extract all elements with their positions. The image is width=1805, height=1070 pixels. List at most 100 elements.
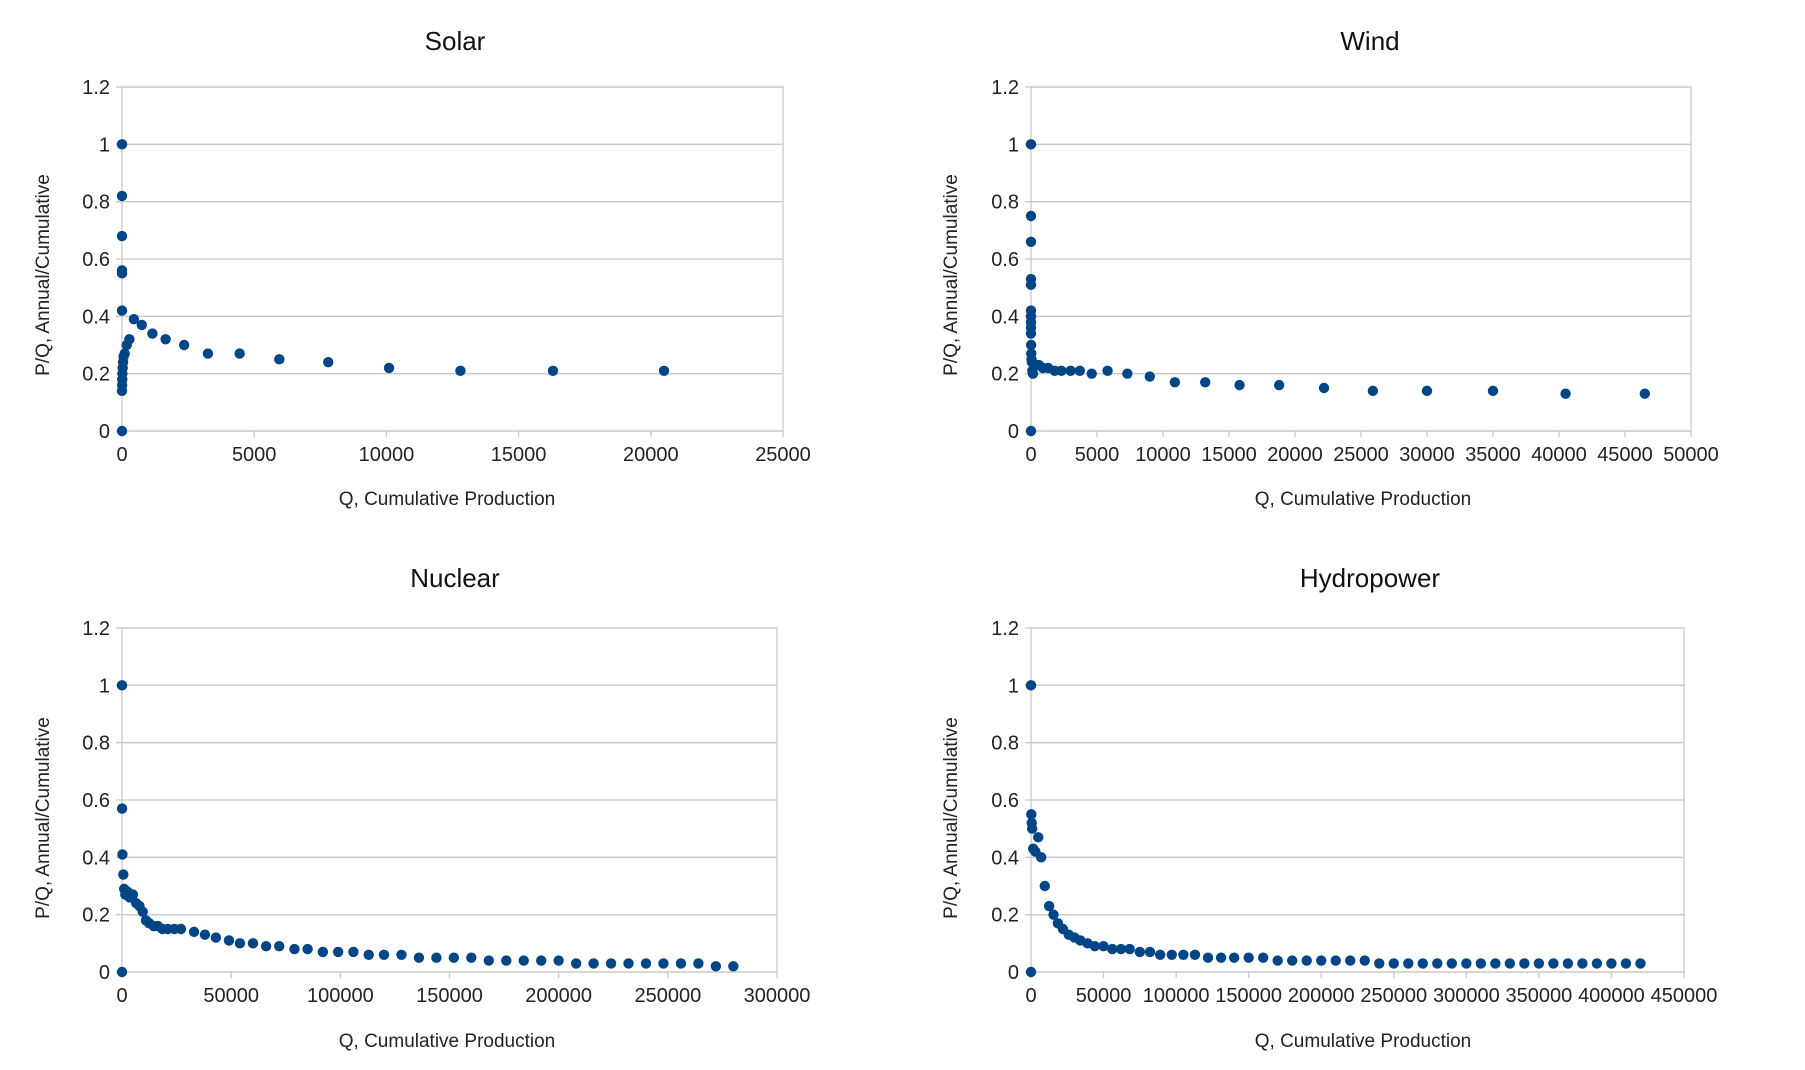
y-tick-label: 1.2 — [991, 77, 1019, 99]
x-tick-label: 450000 — [1651, 985, 1718, 1007]
data-point — [1025, 966, 1037, 978]
data-point — [1403, 958, 1414, 969]
data-point — [1033, 832, 1044, 843]
x-tick-label: 100000 — [307, 985, 374, 1007]
y-tick-label: 1.2 — [991, 618, 1019, 640]
hydropower-chart-panel: Hydropower 0 0.2 0.4 0.6 0.8 1 1.2 0 50000 100000… — [905, 535, 1805, 1070]
data-point — [363, 949, 374, 960]
data-point — [1562, 958, 1574, 969]
x-axis-label: Q, Cumulative Production — [339, 1031, 556, 1052]
data-points — [116, 680, 739, 978]
x-tick-label: 50000 — [1076, 985, 1132, 1007]
x-tick-label: 15000 — [491, 444, 547, 466]
data-point — [234, 938, 246, 949]
x-axis-label: Q, Cumulative Production — [1255, 489, 1472, 510]
data-point — [136, 319, 148, 331]
data-point — [188, 926, 200, 938]
data-point — [116, 966, 128, 978]
data-point — [1056, 365, 1067, 376]
y-tick-label: 0.8 — [82, 733, 110, 755]
data-point — [623, 958, 634, 969]
data-point — [1025, 279, 1037, 290]
x-axis-label: Q, Cumulative Production — [1255, 1031, 1472, 1052]
data-point — [223, 935, 235, 946]
x-tick-label: 20000 — [1267, 444, 1323, 466]
x-tick-label: 0 — [116, 985, 127, 1007]
x-tick-label: 0 — [116, 444, 127, 466]
data-point — [553, 955, 564, 966]
data-point — [117, 849, 128, 860]
data-point — [116, 139, 128, 150]
data-point — [1144, 946, 1156, 958]
y-tick-label: 0 — [1008, 421, 1019, 443]
data-point — [1421, 385, 1433, 397]
data-point — [675, 958, 687, 969]
data-point — [1025, 339, 1037, 351]
data-point — [1086, 368, 1097, 379]
plot-area — [121, 86, 784, 432]
data-point — [570, 958, 582, 969]
data-point — [1025, 425, 1037, 437]
data-point — [1026, 809, 1037, 820]
y-tick-label: 0.2 — [82, 364, 110, 386]
data-point — [137, 906, 148, 917]
data-point — [1345, 955, 1356, 966]
data-point — [396, 949, 407, 960]
x-tick-label: 150000 — [416, 985, 483, 1007]
data-point — [1098, 941, 1109, 952]
data-point — [127, 889, 139, 900]
solar-chart: Solar 0 0.2 0.4 0.6 0.8 1 1.2 0 5000 10000 15000 20… — [33, 26, 811, 510]
data-point — [1134, 946, 1146, 958]
data-point — [1107, 943, 1118, 955]
x-tick-label: 100000 — [1143, 985, 1210, 1007]
data-point — [1461, 958, 1472, 969]
x-tick-label: 20000 — [623, 444, 679, 466]
y-tick-label: 0.8 — [991, 733, 1019, 755]
chart-title: Wind — [1340, 26, 1399, 56]
data-point — [466, 952, 477, 963]
data-point — [1043, 900, 1055, 912]
data-points — [1025, 680, 1646, 978]
data-point — [640, 958, 652, 969]
data-point — [448, 952, 460, 963]
data-point — [1318, 382, 1330, 394]
data-point — [1027, 368, 1039, 379]
wind-chart-panel: Wind 0 0.2 0.4 0.6 0.8 1 1.2 0 5000 10000 15000 200… — [905, 0, 1805, 535]
data-point — [1504, 958, 1516, 969]
tick-labels: 0 0.2 0.4 0.6 0.8 1 1.2 0 50000 100000 150000 20000… — [82, 618, 810, 1007]
data-point — [1606, 958, 1617, 969]
data-point — [116, 230, 128, 242]
data-point — [1189, 949, 1201, 960]
data-point — [260, 941, 272, 952]
y-tick-label: 0.2 — [991, 905, 1019, 927]
x-tick-label: 400000 — [1578, 985, 1645, 1007]
x-tick-label: 25000 — [1333, 444, 1389, 466]
y-tick-label: 0 — [99, 962, 110, 984]
data-point — [1490, 958, 1501, 969]
x-tick-label: 250000 — [634, 985, 701, 1007]
y-axis-label: P/Q, Annual/Cumulative — [941, 717, 962, 919]
y-tick-label: 0.4 — [82, 847, 110, 869]
y-tick-label: 0.2 — [991, 364, 1019, 386]
y-tick-label: 0.2 — [82, 905, 110, 927]
x-tick-label: 50000 — [1663, 444, 1719, 466]
data-point — [1388, 958, 1399, 969]
data-point — [147, 328, 158, 339]
data-point — [1591, 958, 1603, 969]
data-point — [116, 268, 128, 279]
data-point — [1025, 328, 1037, 339]
data-point — [317, 946, 329, 958]
data-point — [1577, 958, 1588, 969]
data-point — [1039, 880, 1050, 892]
x-tick-label: 10000 — [359, 444, 415, 466]
data-point — [118, 869, 129, 880]
y-tick-label: 1.2 — [82, 618, 110, 640]
data-point — [1122, 368, 1133, 379]
data-point — [658, 958, 669, 969]
data-point — [1635, 958, 1646, 969]
x-tick-label: 0 — [1025, 985, 1036, 1007]
data-point — [1048, 909, 1059, 920]
data-point — [116, 803, 128, 814]
data-point — [1202, 952, 1214, 963]
x-tick-label: 50000 — [203, 985, 259, 1007]
